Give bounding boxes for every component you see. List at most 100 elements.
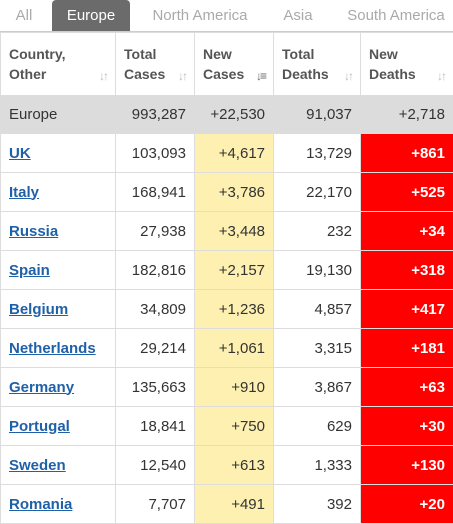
header-country-line2: Other	[9, 66, 46, 82]
new-cases-cell: +3,448	[195, 212, 274, 251]
new-deaths-cell: +34	[361, 212, 453, 251]
country-link[interactable]: Russia	[9, 223, 58, 240]
total-deaths-cell: 3,867	[274, 368, 361, 407]
country-link[interactable]: Sweden	[9, 457, 66, 474]
table-header-row: Country, Other ↓↑ Total Cases ↓↑ New Cases …	[1, 33, 453, 96]
total-cases-cell: 993,287	[116, 96, 195, 134]
header-new-cases-line1: New	[203, 46, 232, 62]
sort-icon: ↓↑	[437, 66, 445, 86]
country-cell: Portugal	[1, 407, 116, 446]
header-new-cases[interactable]: New Cases ↓≡	[195, 33, 274, 96]
total-cases-cell: 135,663	[116, 368, 195, 407]
sort-icon: ↓↑	[178, 66, 186, 86]
header-country-line1: Country,	[9, 46, 66, 62]
total-cases-cell: 7,707	[116, 485, 195, 524]
new-deaths-cell: +30	[361, 407, 453, 446]
new-deaths-cell: +181	[361, 329, 453, 368]
country-cell: UK	[1, 134, 116, 173]
total-cases-cell: 27,938	[116, 212, 195, 251]
country-link[interactable]: Belgium	[9, 301, 68, 318]
tab-north-america[interactable]: North America	[140, 0, 260, 31]
country-link[interactable]: Portugal	[9, 418, 70, 435]
new-deaths-cell: +20	[361, 485, 453, 524]
new-cases-cell: +491	[195, 485, 274, 524]
country-cell: Spain	[1, 251, 116, 290]
total-cases-cell: 182,816	[116, 251, 195, 290]
new-deaths-cell: +417	[361, 290, 453, 329]
new-cases-cell: +750	[195, 407, 274, 446]
total-deaths-cell: 4,857	[274, 290, 361, 329]
total-cases-cell: 12,540	[116, 446, 195, 485]
country-cell: Belgium	[1, 290, 116, 329]
total-deaths-cell: 22,170	[274, 173, 361, 212]
new-cases-cell: +3,786	[195, 173, 274, 212]
country-cell: Netherlands	[1, 329, 116, 368]
new-cases-cell: +4,617	[195, 134, 274, 173]
header-total-cases-line1: Total	[124, 46, 156, 62]
header-total-cases-line2: Cases	[124, 66, 165, 82]
new-deaths-cell: +63	[361, 368, 453, 407]
new-deaths-cell: +861	[361, 134, 453, 173]
new-cases-cell: +910	[195, 368, 274, 407]
country-cell: Italy	[1, 173, 116, 212]
new-cases-cell: +2,157	[195, 251, 274, 290]
country-link[interactable]: Italy	[9, 184, 39, 201]
country-link[interactable]: Spain	[9, 262, 50, 279]
new-cases-cell: +613	[195, 446, 274, 485]
total-deaths-cell: 629	[274, 407, 361, 446]
header-total-deaths[interactable]: Total Deaths ↓↑	[274, 33, 361, 96]
total-cases-cell: 168,941	[116, 173, 195, 212]
sort-icon: ↓↑	[344, 66, 352, 86]
new-deaths-cell: +525	[361, 173, 453, 212]
header-new-deaths-line1: New	[369, 46, 398, 62]
country-cell: Russia	[1, 212, 116, 251]
tab-all[interactable]: All	[2, 0, 46, 31]
country-link[interactable]: Netherlands	[9, 340, 96, 357]
country-link[interactable]: UK	[9, 145, 31, 162]
total-cases-cell: 29,214	[116, 329, 195, 368]
sort-desc-icon: ↓≡	[256, 66, 265, 86]
total-deaths-cell: 392	[274, 485, 361, 524]
new-deaths-cell: +318	[361, 251, 453, 290]
new-cases-cell: +1,236	[195, 290, 274, 329]
header-total-deaths-line2: Deaths	[282, 66, 329, 82]
country-link[interactable]: Germany	[9, 379, 74, 396]
total-new-deaths-cell: +2,718	[361, 96, 453, 134]
header-new-cases-line2: Cases	[203, 66, 244, 82]
header-country[interactable]: Country, Other ↓↑	[1, 33, 116, 96]
total-deaths-cell: 1,333	[274, 446, 361, 485]
header-total-deaths-line1: Total	[282, 46, 314, 62]
total-cases-cell: 34,809	[116, 290, 195, 329]
total-cases-cell: 103,093	[116, 134, 195, 173]
total-new-cases-cell: +22,530	[195, 96, 274, 134]
tab-europe[interactable]: Europe	[52, 0, 130, 31]
total-cases-cell: 18,841	[116, 407, 195, 446]
total-deaths-cell: 3,315	[274, 329, 361, 368]
total-deaths-cell: 232	[274, 212, 361, 251]
tab-south-america[interactable]: South America	[336, 0, 453, 31]
tab-asia[interactable]: Asia	[272, 0, 324, 31]
country-cell: Germany	[1, 368, 116, 407]
total-deaths-cell: 13,729	[274, 134, 361, 173]
region-tabs: All Europe North America Asia South Amer…	[0, 0, 453, 32]
covid-table: Country, Other ↓↑ Total Cases ↓↑ New Cases …	[0, 32, 453, 524]
header-new-deaths[interactable]: New Deaths ↓↑	[361, 33, 453, 96]
country-link[interactable]: Romania	[9, 496, 72, 513]
country-cell: Sweden	[1, 446, 116, 485]
header-total-cases[interactable]: Total Cases ↓↑	[116, 33, 195, 96]
total-deaths-cell: 91,037	[274, 96, 361, 134]
total-deaths-cell: 19,130	[274, 251, 361, 290]
sort-icon: ↓↑	[99, 66, 107, 86]
country-cell: Romania	[1, 485, 116, 524]
new-deaths-cell: +130	[361, 446, 453, 485]
header-new-deaths-line2: Deaths	[369, 66, 416, 82]
